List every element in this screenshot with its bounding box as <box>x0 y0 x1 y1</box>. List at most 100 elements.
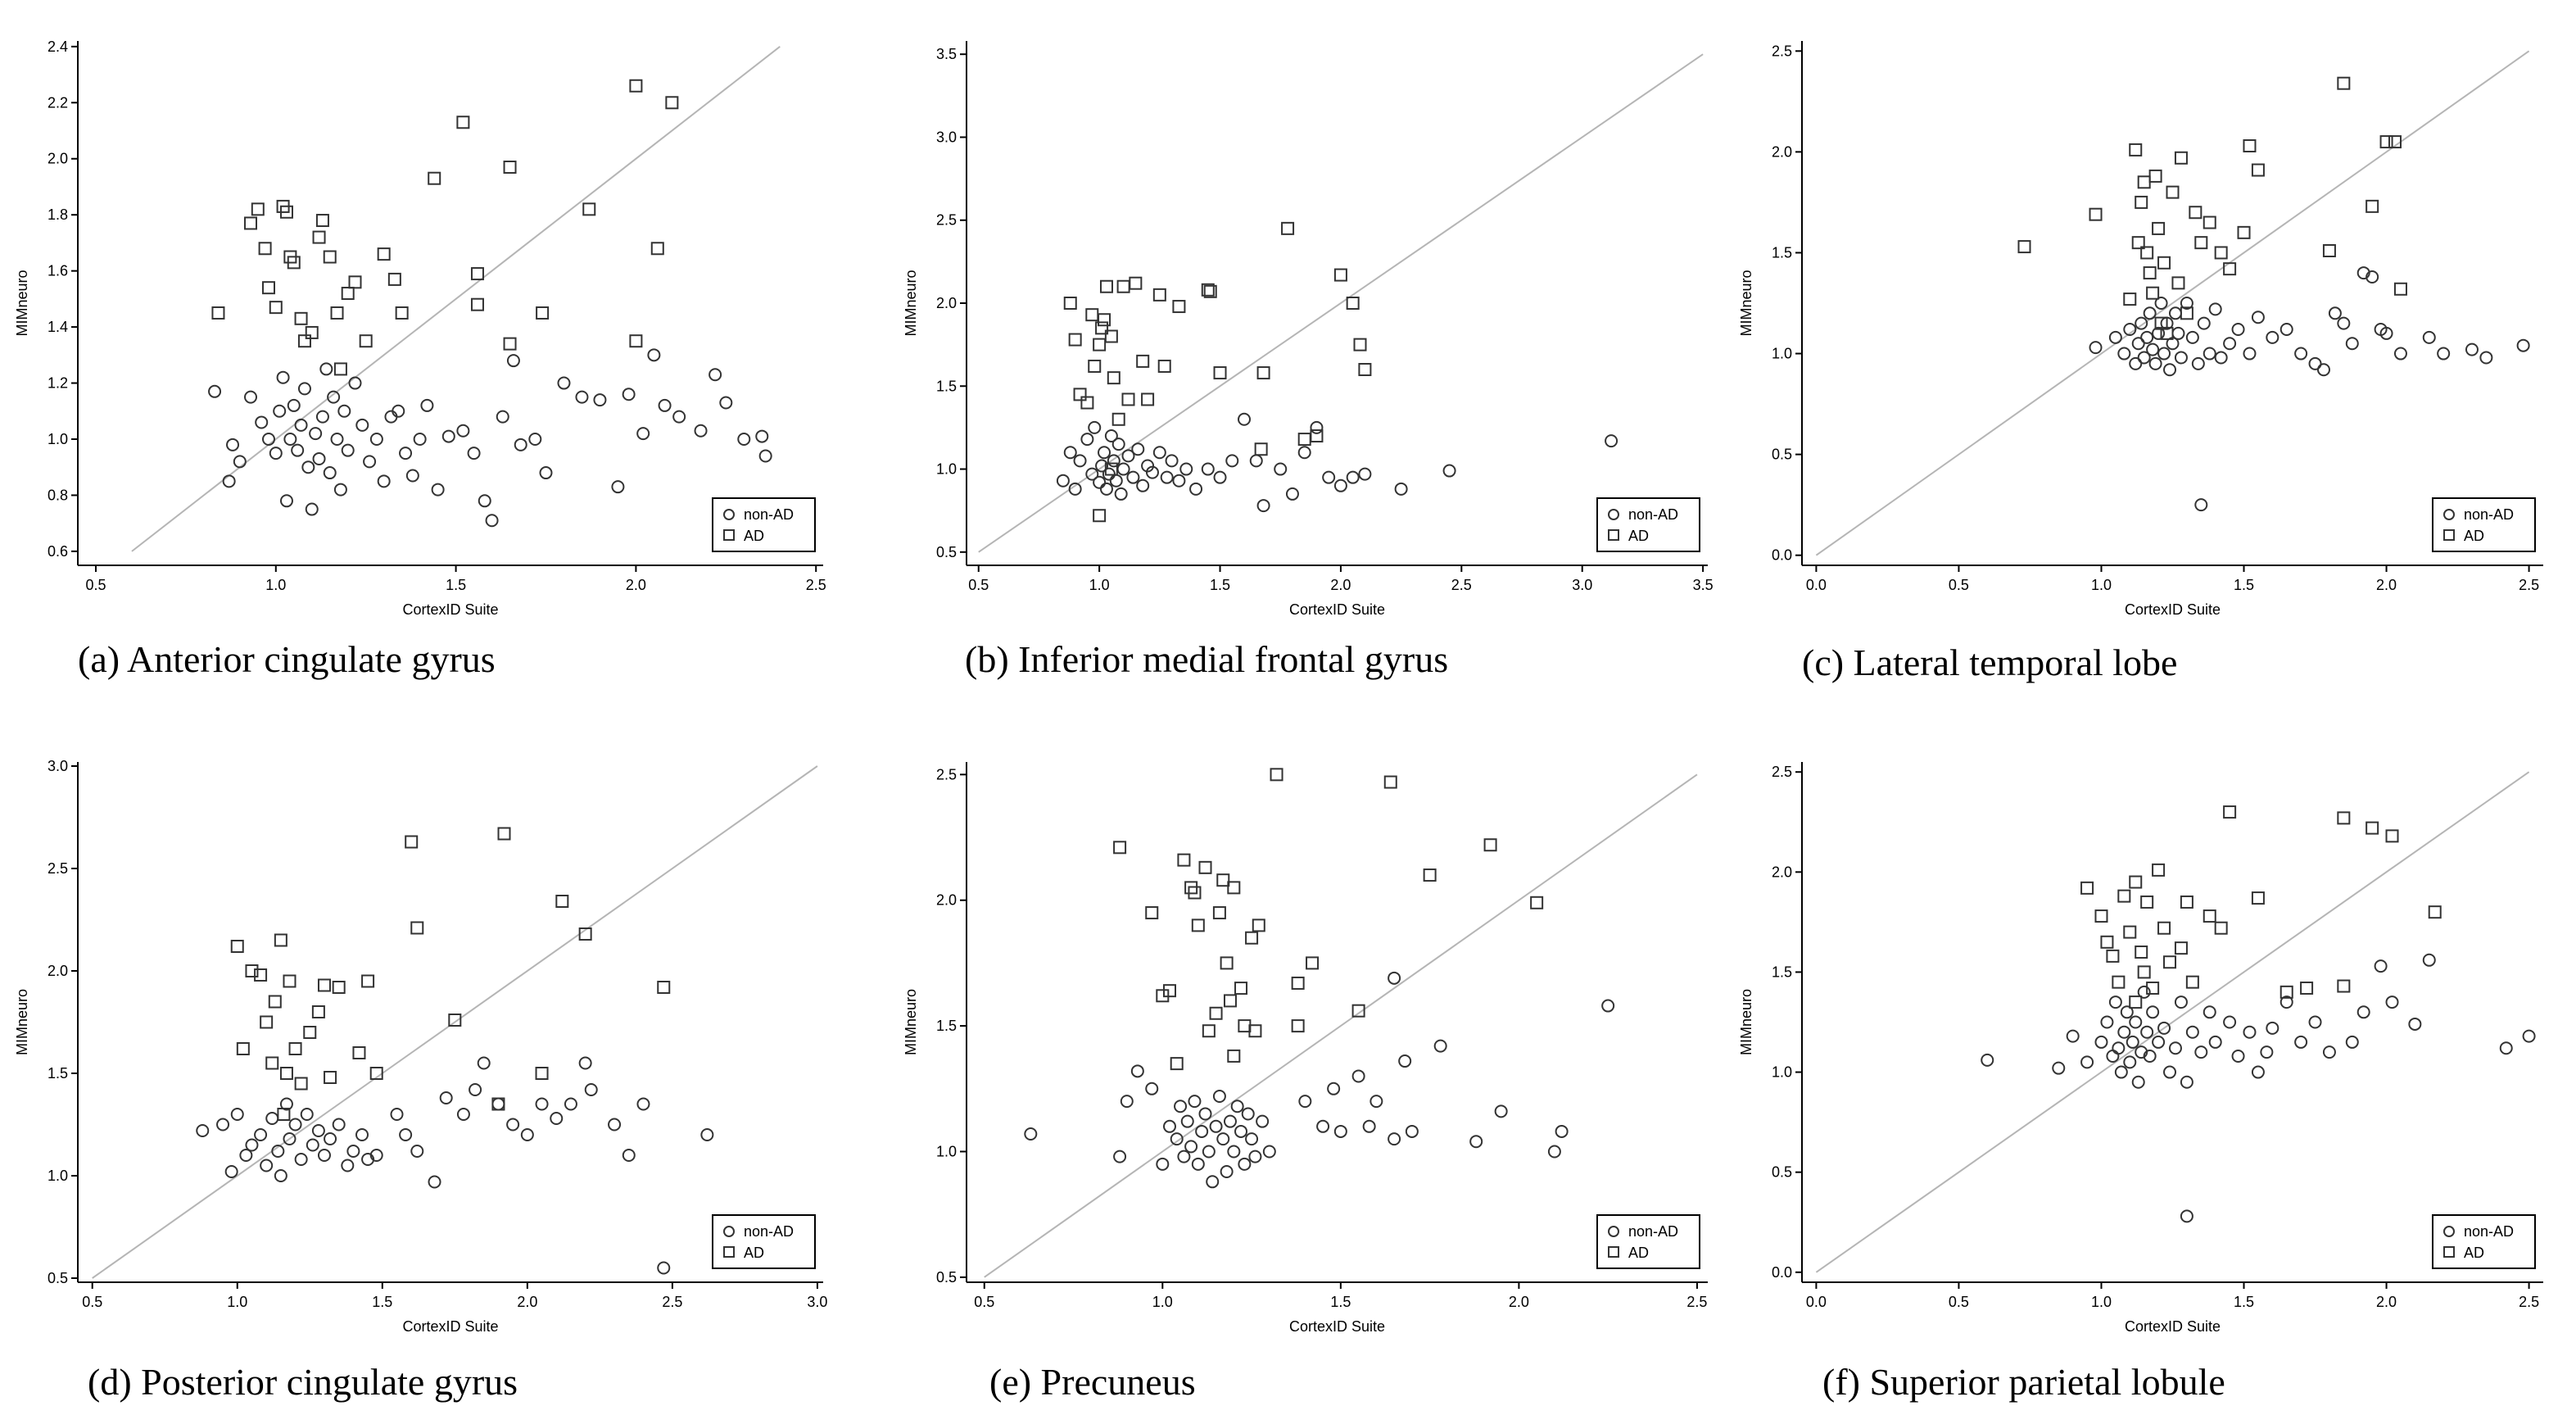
panel-2-point-ad <box>2189 206 2203 220</box>
panel-1-point-ad <box>1116 279 1130 293</box>
panel-3-point-non-ad <box>355 1128 369 1141</box>
panel-3-y-tick-label: 2.0 <box>48 963 68 979</box>
panel-0-x-tick-label: 1.5 <box>446 577 466 593</box>
panel-5-point-non-ad <box>2180 1209 2193 1223</box>
panel-3-point-non-ad <box>369 1149 383 1162</box>
panel-5-point-non-ad <box>2143 1050 2157 1063</box>
panel-4-x-tick-label: 1.0 <box>1152 1294 1173 1310</box>
panel-4-point-non-ad <box>1327 1082 1341 1095</box>
panel-0-point-non-ad <box>557 376 571 390</box>
panel-5-point-non-ad <box>2066 1029 2080 1043</box>
panel-4-point-non-ad <box>1248 1150 1262 1163</box>
panel-5-point-non-ad <box>2180 1075 2193 1089</box>
panel-5-x-tick-label: 2.0 <box>2376 1294 2397 1310</box>
panel-5-point-non-ad <box>2174 995 2188 1009</box>
panel-0-point-non-ad <box>348 376 362 390</box>
panel-1-point-ad <box>1297 433 1311 447</box>
panel-2-point-ad <box>2171 276 2185 290</box>
panel-3-point-non-ad <box>578 1056 592 1070</box>
panel-0-point-non-ad <box>622 388 636 401</box>
panel-1-point-non-ad <box>1152 446 1166 460</box>
panel-0-point-non-ad <box>506 354 520 368</box>
panel-0-point-non-ad <box>392 404 405 418</box>
panel-5-point-non-ad <box>2522 1029 2536 1043</box>
panel-1-point-non-ad <box>1285 487 1299 501</box>
panel-4-point-non-ad <box>1227 1145 1241 1159</box>
panel-5-point-ad <box>2251 891 2265 905</box>
panel-1-point-non-ad <box>1256 499 1270 513</box>
panel-3-point-non-ad <box>535 1097 549 1111</box>
panel-5-point-non-ad <box>2251 1065 2265 1079</box>
panel-0-point-non-ad <box>363 455 377 469</box>
panel-0-point-non-ad <box>758 449 772 463</box>
panel-2-point-non-ad <box>2379 326 2393 340</box>
panel-4-point-ad <box>1483 838 1497 852</box>
panel-0-y-tick-label: 1.8 <box>48 206 68 223</box>
panel-4-point-ad <box>1530 896 1544 909</box>
panel-2-point-non-ad <box>2308 356 2322 370</box>
panel-0-point-non-ad <box>420 398 434 412</box>
panel-0-point-ad <box>348 275 362 289</box>
panel-1-point-ad <box>1333 268 1347 282</box>
panel-2-point-ad <box>2137 175 2151 189</box>
caption-d: (d) Posterior cingulate gyrus <box>88 1361 518 1403</box>
panel-4-point-non-ad <box>1230 1100 1244 1113</box>
panel-5-point-non-ad <box>2114 1065 2128 1079</box>
panel-1-point-non-ad <box>1201 462 1215 476</box>
panel-0-point-non-ad <box>355 418 369 432</box>
panel-4-point-non-ad <box>1177 1150 1191 1163</box>
panel-2-point-ad <box>2379 135 2393 149</box>
panel-3-y-tick-label: 2.5 <box>48 860 68 877</box>
panel-5-point-non-ad <box>2152 1035 2166 1049</box>
panel-4-point-non-ad <box>1369 1095 1383 1109</box>
panel-4-point-ad <box>1145 906 1159 920</box>
panel-5-point-non-ad <box>2094 1035 2108 1049</box>
panel-1-point-non-ad <box>1104 429 1118 443</box>
panel-0-point-ad <box>211 306 225 320</box>
panel-2-point-non-ad <box>2437 347 2451 361</box>
panel-3-point-ad <box>535 1067 549 1080</box>
panel-4-point-non-ad <box>1202 1145 1216 1159</box>
panel-4-point-ad <box>1113 841 1127 855</box>
panel-2-point-non-ad <box>2294 347 2308 361</box>
panel-5-point-non-ad <box>2168 1041 2182 1055</box>
panel-2-point-non-ad <box>2251 311 2265 324</box>
panel-0-point-non-ad <box>297 382 311 396</box>
panel-2-point-ad <box>2157 256 2171 270</box>
panel-0-point-non-ad <box>305 502 319 516</box>
panel-4-point-non-ad <box>1469 1135 1483 1149</box>
panel-0-point-non-ad <box>709 368 722 382</box>
panel-2-point-non-ad <box>2214 351 2228 365</box>
panel-1-point-non-ad <box>1068 482 1082 496</box>
panel-1-point-ad <box>1093 509 1107 523</box>
panel-2-point-non-ad <box>2337 316 2351 330</box>
panel-3-x-axis-label: CortexID Suite <box>402 1318 498 1335</box>
panel-5-point-ad <box>2146 981 2160 995</box>
panel-4-legend-marker-non-ad <box>1608 1226 1619 1237</box>
panel-0-point-non-ad <box>330 432 344 446</box>
panel-1-point-non-ad <box>1225 454 1239 468</box>
panel-1-point-ad <box>1152 288 1166 302</box>
panel-3-point-non-ad <box>283 1132 297 1145</box>
panel-2-point-ad <box>2194 236 2208 250</box>
panel-5-point-ad <box>2094 909 2108 923</box>
panel-2-y-tick-label: 0.0 <box>1772 547 1792 564</box>
panel-1-point-ad <box>1073 388 1087 401</box>
panel-4-point-non-ad <box>1198 1107 1212 1121</box>
panel-5-point-non-ad <box>2408 1017 2422 1031</box>
panel-2-x-tick-label: 2.0 <box>2376 577 2397 593</box>
panel-2-point-ad <box>2160 326 2174 340</box>
panel-1-y-tick-label: 2.5 <box>936 212 957 229</box>
panel-3-point-non-ad <box>196 1124 210 1137</box>
panel-2-x-axis-label: CortexID Suite <box>2125 601 2221 618</box>
panel-3-point-non-ad <box>346 1145 360 1158</box>
panel-5-point-non-ad <box>2322 1045 2336 1059</box>
panel-2-point-ad <box>2251 163 2265 177</box>
panel-3-point-ad <box>405 835 419 849</box>
panel-0-point-non-ad <box>327 390 341 404</box>
panel-1-y-tick-label: 0.5 <box>936 544 957 560</box>
panel-0-point-non-ad <box>261 432 275 446</box>
panel-5-point-ad <box>2140 895 2154 909</box>
panel-5-point-ad <box>2106 949 2120 963</box>
